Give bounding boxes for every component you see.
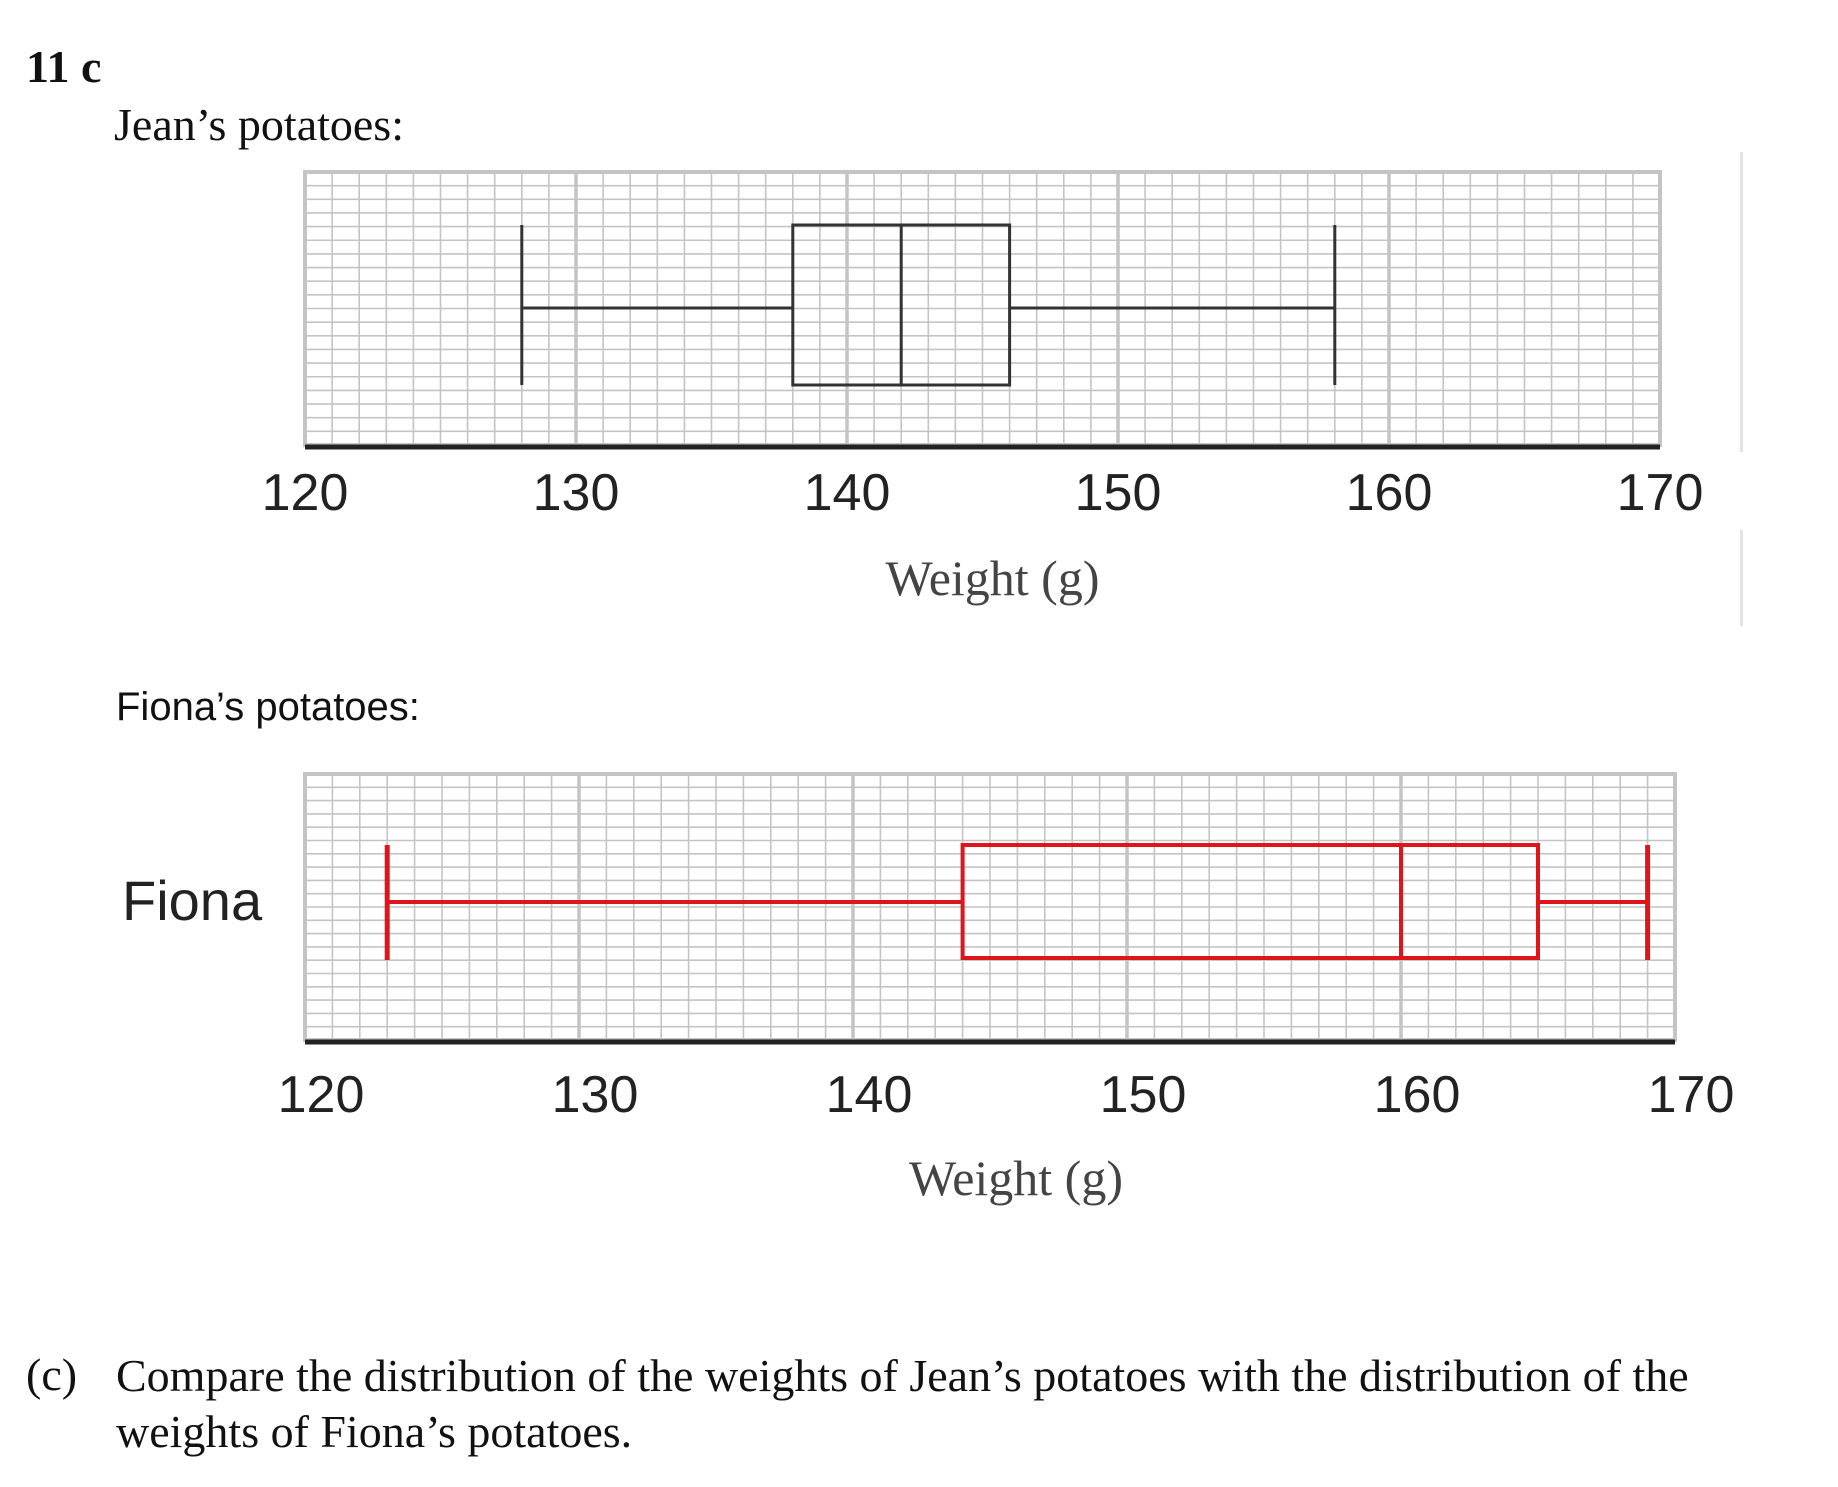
x-tick-label: 150 [1100, 1066, 1187, 1124]
divider-line [1740, 152, 1743, 452]
chart-grid [303, 170, 1662, 447]
x-tick-label: 160 [1374, 1066, 1461, 1124]
x-axis-label: Weight (g) [909, 1150, 1123, 1206]
question-number: 11 c [26, 41, 102, 92]
x-tick-label: 130 [552, 1066, 639, 1124]
box-plot [384, 843, 1651, 960]
row-label: Fiona [122, 869, 263, 932]
x-tick-label: 140 [804, 464, 891, 522]
x-tick-label: 150 [1075, 464, 1162, 522]
x-tick-label: 130 [533, 464, 620, 522]
x-tick-label: 170 [1617, 464, 1704, 522]
jean-chart-heading: Jean’s potatoes: [114, 99, 404, 150]
x-tick-label: 120 [262, 464, 349, 522]
x-tick-label: 120 [278, 1066, 365, 1124]
question-letter: (c) [26, 1349, 78, 1400]
fiona-chart-heading: Fiona’s potatoes: [116, 685, 420, 729]
fiona-box-plot: 120 130 140 150 160 170 Weight (g) Fiona [122, 772, 1735, 1206]
chart-grid [303, 772, 1677, 1042]
x-axis-label: Weight (g) [886, 550, 1100, 606]
question-text: Compare the distribution of the weights … [116, 1350, 1689, 1457]
box-plot [520, 223, 1337, 387]
x-tick-label: 170 [1648, 1066, 1735, 1124]
iqr-box [960, 843, 1540, 960]
x-tick-label: 140 [826, 1066, 913, 1124]
x-tick-label: 160 [1346, 464, 1433, 522]
divider-line [1740, 530, 1743, 626]
jean-box-plot: 120 130 140 150 160 170 Weight (g) [262, 170, 1704, 606]
